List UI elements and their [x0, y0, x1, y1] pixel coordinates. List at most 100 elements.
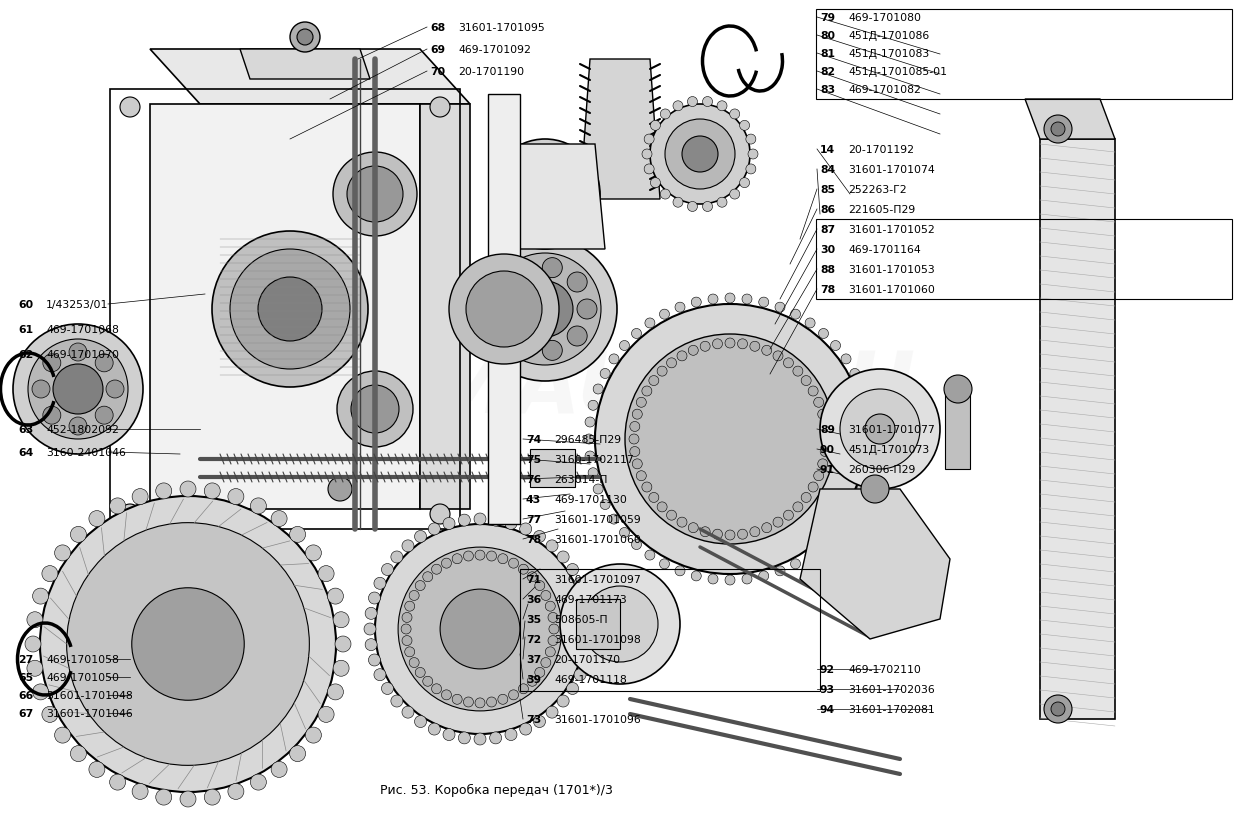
Circle shape: [813, 398, 823, 408]
Text: 86: 86: [820, 205, 835, 215]
Circle shape: [441, 559, 451, 568]
Text: 296485-П29: 296485-П29: [554, 434, 621, 445]
Circle shape: [459, 732, 470, 744]
Text: 74: 74: [526, 434, 541, 445]
Circle shape: [55, 727, 71, 743]
Circle shape: [677, 518, 687, 527]
Text: 31601-1701059: 31601-1701059: [554, 514, 641, 524]
Text: 77: 77: [526, 514, 541, 524]
Circle shape: [558, 166, 574, 183]
Text: 94: 94: [820, 704, 835, 714]
Circle shape: [557, 695, 569, 707]
Circle shape: [534, 581, 544, 590]
Circle shape: [703, 202, 713, 212]
Circle shape: [423, 676, 433, 686]
Circle shape: [861, 475, 889, 504]
Circle shape: [642, 150, 652, 160]
Text: 14: 14: [820, 145, 835, 155]
Text: 76: 76: [526, 474, 541, 484]
Circle shape: [409, 658, 419, 667]
Circle shape: [205, 790, 221, 805]
Circle shape: [517, 166, 532, 183]
Circle shape: [508, 690, 518, 700]
Circle shape: [496, 285, 516, 305]
Circle shape: [565, 187, 582, 203]
Circle shape: [649, 493, 658, 503]
Circle shape: [691, 571, 702, 581]
Circle shape: [636, 471, 646, 481]
Circle shape: [644, 135, 655, 145]
Text: 64: 64: [19, 447, 33, 458]
Circle shape: [515, 336, 534, 356]
Text: 31601-1701060: 31601-1701060: [848, 285, 935, 295]
Circle shape: [738, 339, 748, 350]
Circle shape: [620, 528, 630, 538]
Text: 31601-1701053: 31601-1701053: [848, 265, 935, 274]
Circle shape: [745, 135, 756, 145]
Circle shape: [533, 716, 546, 727]
Circle shape: [453, 554, 463, 564]
Circle shape: [1052, 123, 1065, 137]
Circle shape: [808, 482, 818, 492]
Text: 263014-П: 263014-П: [554, 474, 608, 484]
Text: 80: 80: [820, 31, 835, 41]
Circle shape: [729, 190, 740, 200]
Text: 31601-1701052: 31601-1701052: [848, 224, 935, 235]
Circle shape: [319, 566, 334, 582]
Circle shape: [459, 514, 470, 527]
Text: 43: 43: [526, 495, 541, 505]
Text: 78: 78: [526, 534, 541, 545]
Circle shape: [542, 341, 562, 361]
Text: 20-1701170: 20-1701170: [554, 654, 620, 664]
Circle shape: [89, 762, 105, 777]
Circle shape: [761, 346, 771, 356]
Circle shape: [665, 120, 735, 190]
Bar: [816, 219, 1233, 300]
Circle shape: [347, 167, 403, 223]
Circle shape: [329, 477, 352, 501]
Circle shape: [759, 298, 769, 308]
Circle shape: [334, 153, 417, 237]
Text: 469-1701118: 469-1701118: [554, 674, 626, 684]
Circle shape: [791, 559, 801, 569]
Circle shape: [595, 305, 866, 574]
Circle shape: [71, 745, 87, 762]
Circle shape: [517, 282, 573, 337]
Circle shape: [374, 524, 585, 734]
Circle shape: [642, 387, 652, 396]
Circle shape: [593, 484, 603, 495]
Circle shape: [398, 547, 562, 711]
Circle shape: [593, 385, 603, 395]
Circle shape: [69, 418, 87, 436]
Circle shape: [567, 273, 588, 292]
Circle shape: [600, 500, 610, 510]
Circle shape: [334, 660, 350, 676]
Polygon shape: [1040, 140, 1115, 719]
Circle shape: [490, 514, 502, 527]
Circle shape: [862, 468, 872, 478]
Circle shape: [474, 733, 486, 745]
Circle shape: [443, 729, 455, 740]
Circle shape: [497, 695, 508, 704]
Circle shape: [801, 493, 811, 503]
Circle shape: [701, 527, 711, 537]
Circle shape: [423, 572, 433, 582]
Circle shape: [95, 407, 113, 424]
Circle shape: [517, 207, 532, 224]
Circle shape: [831, 341, 841, 351]
Circle shape: [486, 551, 496, 561]
Text: 30: 30: [820, 245, 835, 255]
Circle shape: [725, 575, 735, 586]
Text: 36: 36: [526, 595, 541, 604]
Circle shape: [404, 601, 414, 612]
Circle shape: [25, 636, 41, 652]
Text: 82: 82: [820, 67, 835, 77]
Circle shape: [228, 489, 244, 505]
Circle shape: [775, 566, 785, 576]
Circle shape: [496, 314, 516, 334]
Text: 31601-1701048: 31601-1701048: [46, 690, 133, 700]
Text: 81: 81: [820, 49, 835, 59]
Text: 61: 61: [19, 324, 33, 335]
Text: 79: 79: [820, 13, 835, 23]
Circle shape: [818, 540, 828, 550]
